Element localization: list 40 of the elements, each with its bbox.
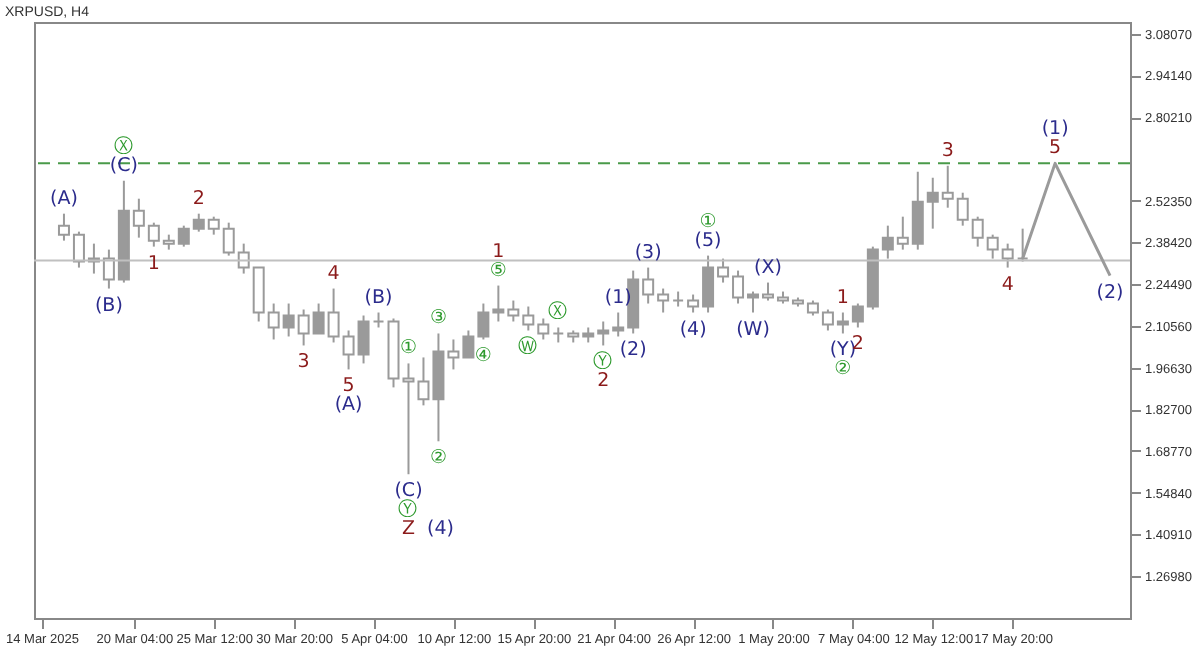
annotation: 3 — [297, 351, 310, 374]
annotation: (2) — [619, 339, 647, 362]
annotation: (3) — [634, 241, 662, 264]
annotation: 5 — [1049, 137, 1062, 160]
annotation: Ⓧ — [548, 299, 569, 324]
annotation: (A) — [50, 187, 78, 210]
annotation: 4 — [1001, 273, 1014, 296]
annotation: (X) — [754, 256, 782, 279]
annotation: (B) — [94, 294, 123, 317]
annotation: 1 — [147, 252, 160, 275]
annotation: (Y) — [829, 339, 857, 362]
annotation: Z — [401, 518, 416, 541]
annotation: (1) — [604, 286, 632, 309]
annotation: (4) — [679, 318, 707, 341]
annotation: Ⓨ — [593, 349, 614, 374]
annotation: 1 — [836, 286, 849, 309]
annotation: 2 — [597, 370, 610, 393]
annotation: 1 — [492, 240, 505, 263]
annotation: 5 — [342, 375, 355, 398]
annotation: 3 — [941, 139, 954, 162]
annotation: (5) — [694, 229, 722, 252]
annotation: ⑤ — [489, 259, 507, 282]
annotation: Ⓧ — [113, 133, 134, 158]
annotation: ④ — [474, 345, 492, 368]
annotation: (C) — [109, 154, 138, 177]
annotation: ② — [834, 358, 852, 381]
annotation: Ⓨ — [398, 497, 419, 522]
annotation: Ⓦ — [518, 334, 539, 359]
annotation: (W) — [736, 318, 770, 341]
annotation: 2 — [192, 187, 205, 210]
annotation: ① — [399, 337, 418, 360]
annotation: (A) — [334, 394, 363, 417]
annotation: 4 — [327, 262, 340, 285]
annotation: (2) — [1096, 281, 1124, 304]
annotation: (4) — [427, 518, 454, 541]
annotation: ② — [429, 447, 447, 470]
annotation: (B) — [364, 286, 393, 309]
annotation: ① — [699, 210, 717, 233]
annotation: ③ — [429, 307, 447, 330]
annotation: (1) — [1041, 118, 1069, 141]
